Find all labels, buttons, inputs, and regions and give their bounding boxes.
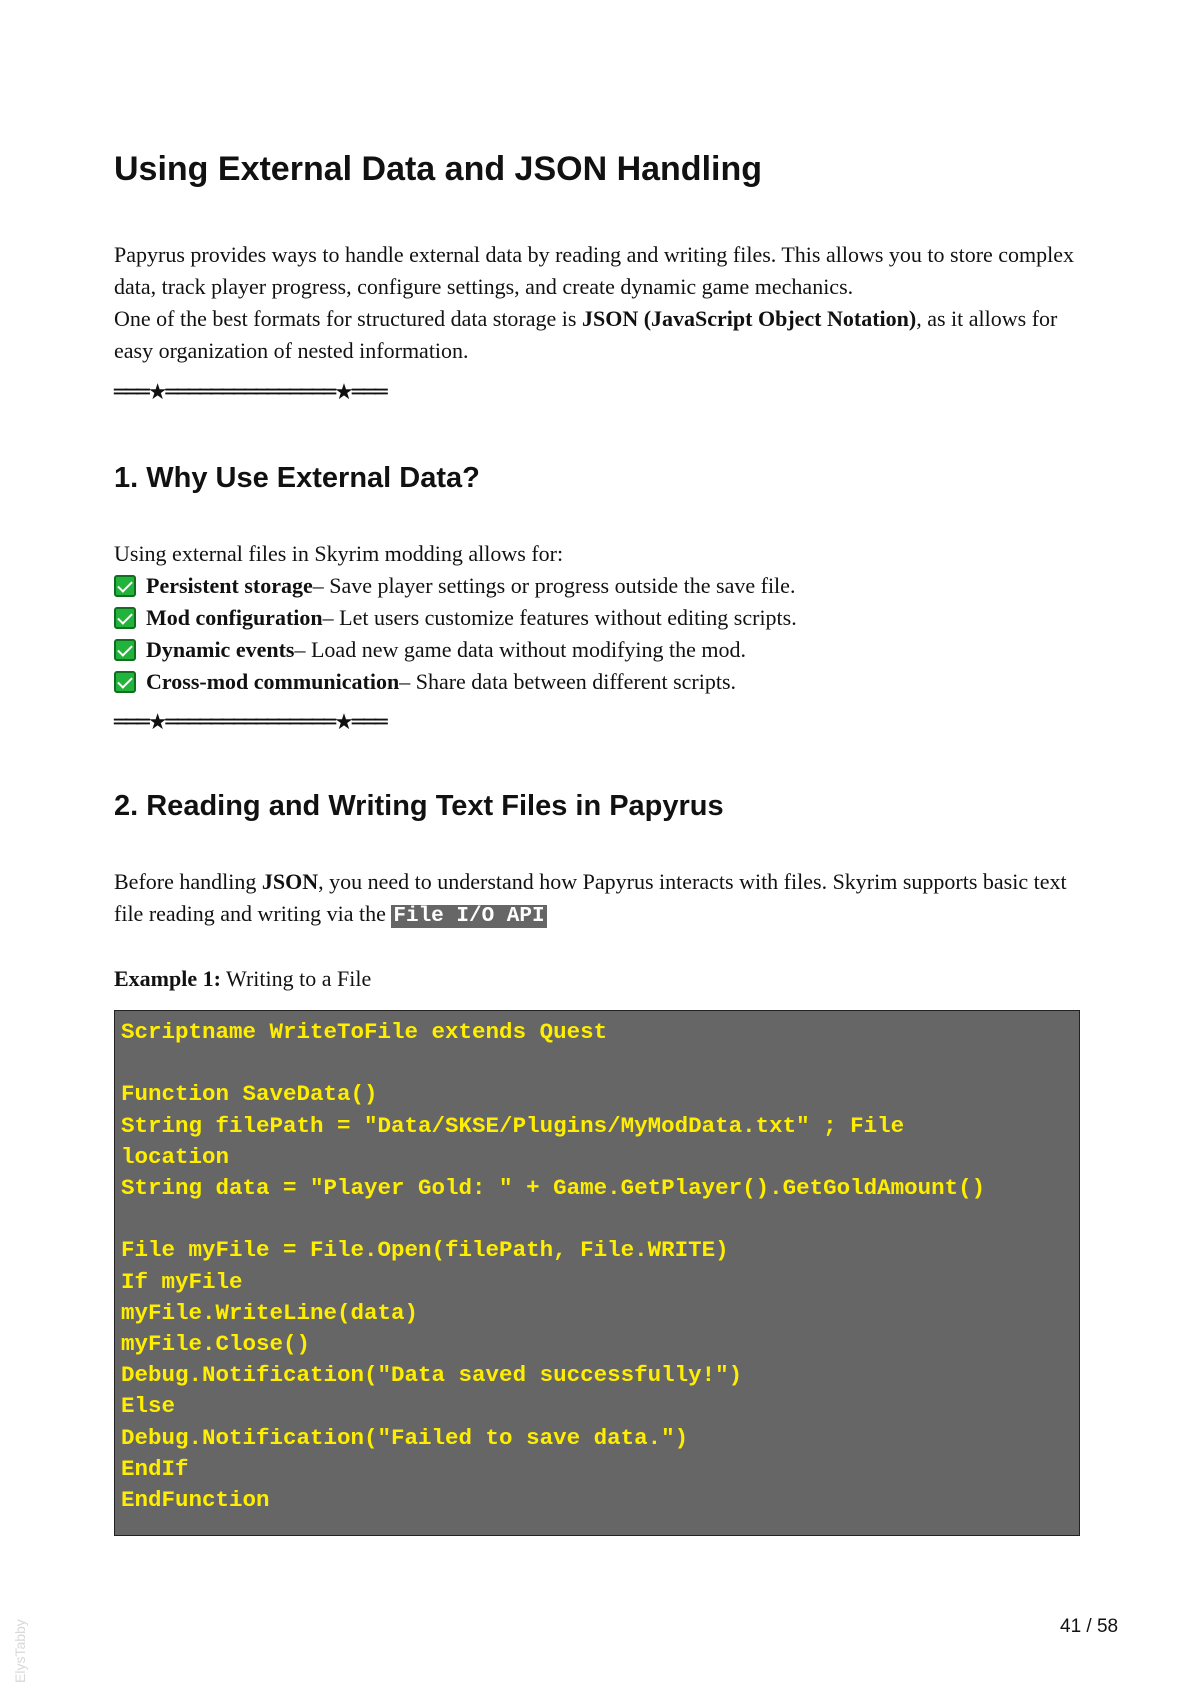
section-2-heading: 2. Reading and Writing Text Files in Pap… bbox=[114, 790, 724, 822]
list-item: Dynamic events – Load new game data with… bbox=[114, 634, 797, 666]
intro-json-bold: JSON (JavaScript Object Notation) bbox=[581, 306, 917, 331]
section-1-heading: 1. Why Use External Data? bbox=[114, 462, 480, 494]
item-bold: Dynamic events bbox=[146, 637, 295, 662]
item-text: – Let users customize features without e… bbox=[322, 605, 797, 630]
checkmark-icon bbox=[114, 639, 136, 661]
section-divider: ═══★═══════════════★═══ bbox=[114, 380, 388, 405]
para-text: Before handling bbox=[114, 869, 262, 894]
list-item: Mod configuration – Let users customize … bbox=[114, 602, 797, 634]
page-title: Using External Data and JSON Handling bbox=[114, 150, 763, 188]
checkmark-icon bbox=[114, 607, 136, 629]
section-2-paragraph: Before handling JSON, you need to unders… bbox=[114, 866, 1076, 933]
benefits-list: Persistent storage – Save player setting… bbox=[114, 570, 797, 698]
watermark: ElysTabby bbox=[12, 1619, 28, 1683]
example-title: Writing to a File bbox=[220, 966, 372, 991]
item-text: – Save player settings or progress outsi… bbox=[312, 573, 796, 598]
section-divider: ═══★═══════════════★═══ bbox=[114, 710, 388, 735]
intro-text-after: , as it allows for easy organization of … bbox=[114, 306, 1058, 363]
page-number: 41 / 58 bbox=[1060, 1616, 1119, 1637]
item-text: – Share data between different scripts. bbox=[399, 669, 737, 694]
example-caption: Example 1: Writing to a File bbox=[114, 963, 1076, 995]
intro-text: One of the best formats for structured d… bbox=[114, 306, 582, 331]
list-item: Persistent storage – Save player setting… bbox=[114, 570, 797, 602]
checkmark-icon bbox=[114, 671, 136, 693]
intro-paragraph: Papyrus provides ways to handle external… bbox=[114, 239, 1076, 367]
code-text: Scriptname WriteToFile extends Quest Fun… bbox=[121, 1019, 986, 1514]
section-1-lead: Using external files in Skyrim modding a… bbox=[114, 541, 564, 566]
example-label: Example 1: bbox=[114, 966, 221, 991]
list-item: Cross-mod communication – Share data bet… bbox=[114, 666, 797, 698]
checkmark-icon bbox=[114, 575, 136, 597]
item-bold: Mod configuration bbox=[146, 605, 323, 630]
item-bold: Cross-mod communication bbox=[146, 669, 400, 694]
para-text-after: , you need to understand how Papyrus int… bbox=[114, 869, 1067, 926]
para-json-bold: JSON bbox=[261, 869, 319, 894]
code-block: Scriptname WriteToFile extends Quest Fun… bbox=[114, 1010, 1080, 1536]
inline-code: File I/O API bbox=[391, 905, 547, 928]
item-bold: Persistent storage bbox=[146, 573, 313, 598]
intro-line-1: Papyrus provides ways to handle external… bbox=[114, 242, 1075, 299]
intro-line-2: One of the best formats for structured d… bbox=[114, 303, 1076, 367]
item-text: – Load new game data without modifying t… bbox=[294, 637, 746, 662]
